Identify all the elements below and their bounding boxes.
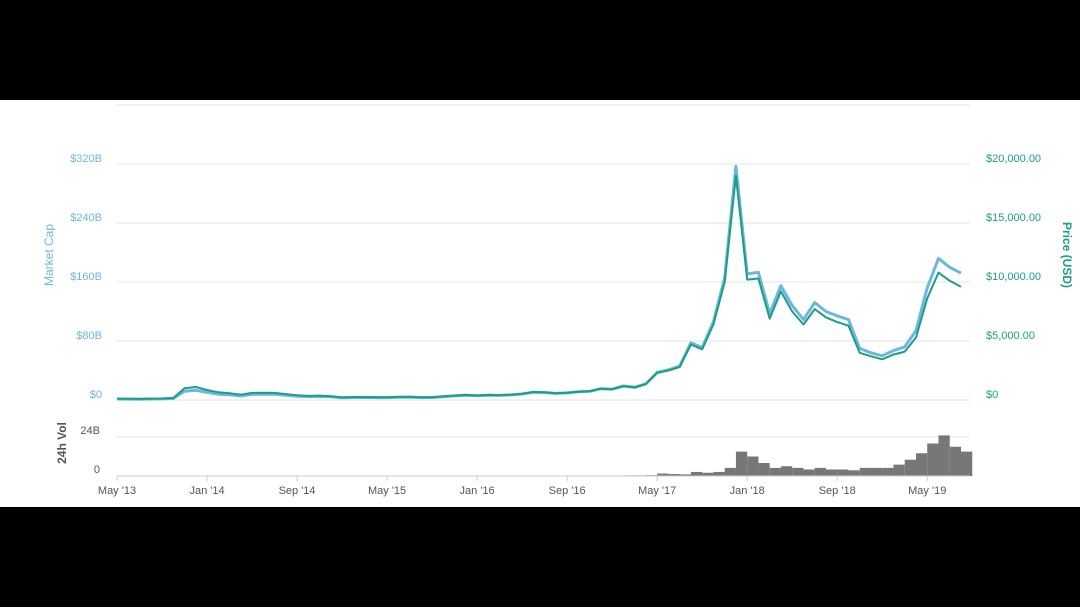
volume-bar	[679, 474, 691, 476]
volume-bar	[668, 474, 680, 476]
volume-bar	[735, 451, 748, 476]
y-tick-label: $240B	[70, 212, 102, 224]
volume-bar	[870, 467, 883, 476]
volume-bar	[758, 463, 770, 476]
volume-bar	[859, 467, 871, 476]
volume-bar	[893, 464, 905, 476]
y-axis-title: Market Cap	[42, 224, 56, 286]
volume-bar	[927, 443, 939, 476]
volume-bar	[882, 467, 894, 476]
y-tick-label: 0	[94, 464, 100, 476]
volume-bar	[848, 470, 860, 476]
volume-bar	[825, 469, 838, 476]
y-tick-label: 24B	[80, 425, 100, 437]
volume-bar	[814, 467, 826, 476]
letterbox-top	[0, 0, 1080, 100]
y2-tick-label: $10,000.00	[986, 271, 1041, 283]
volume-bar	[949, 446, 961, 476]
volume-bar	[780, 466, 793, 476]
volume-bar	[724, 467, 736, 476]
x-tick-label: Jan '18	[730, 485, 765, 497]
series-line	[116, 174, 962, 400]
y2-tick-label: $0	[986, 389, 998, 401]
volume-bar	[702, 472, 714, 476]
chart-background	[0, 100, 1080, 507]
y-tick-label: $0	[90, 389, 102, 401]
x-tick-label: May '13	[98, 485, 136, 497]
volume-bar	[803, 469, 815, 476]
volume-bar	[747, 456, 759, 476]
volume-bar	[792, 467, 804, 476]
volume-bar	[837, 469, 849, 476]
y-tick-label: $320B	[70, 153, 102, 165]
y-tick-label: $80B	[76, 330, 102, 342]
volume-bar	[690, 471, 703, 476]
volume-bar	[938, 435, 950, 476]
x-tick-label: Jan '16	[460, 485, 495, 497]
volume-axis-title: 24h Vol	[55, 422, 69, 464]
y2-tick-label: $20,000.00	[986, 153, 1041, 165]
volume-bar	[769, 467, 781, 476]
x-tick-label: Sep '16	[549, 485, 586, 497]
x-tick-label: May '15	[368, 485, 406, 497]
volume-bar	[915, 453, 928, 476]
x-tick-label: May '17	[638, 485, 676, 497]
y2-axis-title: Price (USD)	[1060, 222, 1074, 288]
volume-bar	[657, 473, 669, 476]
volume-bar	[960, 451, 973, 476]
x-tick-label: Sep '14	[279, 485, 316, 497]
y2-tick-label: $5,000.00	[986, 330, 1035, 342]
volume-bar	[904, 459, 916, 476]
letterbox-bottom	[0, 507, 1080, 607]
x-tick-label: Sep '18	[819, 485, 856, 497]
x-tick-label: Jan '14	[189, 485, 224, 497]
volume-bar	[713, 471, 725, 476]
x-tick-label: May '19	[908, 485, 946, 497]
y2-tick-label: $15,000.00	[986, 212, 1041, 224]
y-tick-label: $160B	[70, 271, 102, 283]
